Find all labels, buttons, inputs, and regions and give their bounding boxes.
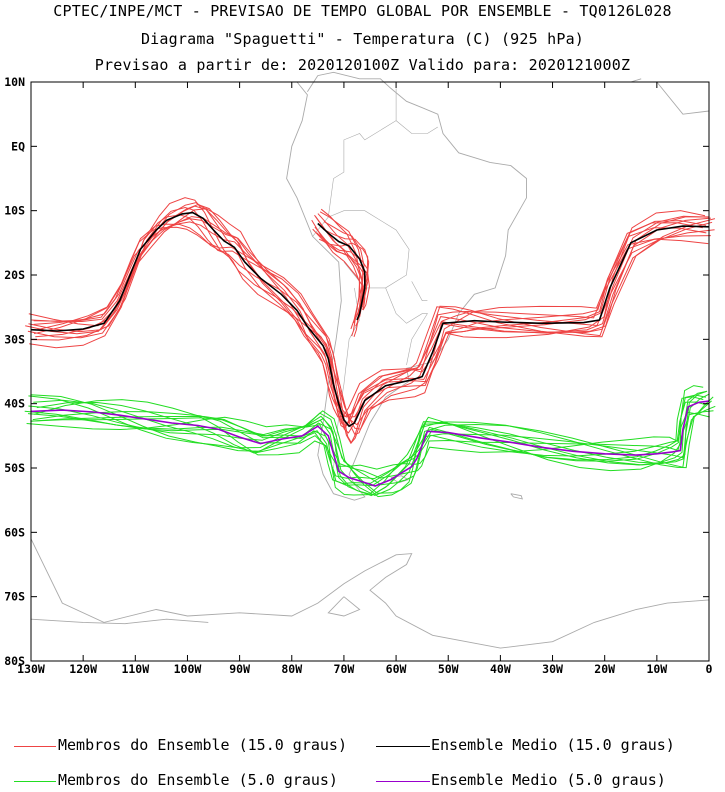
- coastline-2: [30, 618, 209, 625]
- x-tick-label: 110W: [121, 662, 149, 676]
- x-tick-label: 80W: [281, 662, 302, 676]
- ensemble-members: [24, 197, 716, 498]
- member-members15-7: [27, 202, 707, 418]
- y-tick-label: 20S: [4, 268, 25, 282]
- x-tick-label: 90W: [229, 662, 250, 676]
- member-members15-10: [314, 214, 361, 322]
- border-5: [395, 120, 438, 134]
- member-members15-11: [28, 205, 707, 418]
- coastline-6: [630, 78, 642, 83]
- member-members5-7: [32, 401, 708, 480]
- member-members5-2: [31, 396, 704, 485]
- x-tick-label: 0: [706, 662, 713, 676]
- x-tick-label: 100W: [174, 662, 202, 676]
- member-members15-4: [323, 221, 365, 330]
- coastline-0: [286, 71, 527, 501]
- y-tick-label: 70S: [4, 590, 25, 604]
- member-members15-11: [314, 226, 368, 311]
- x-tick-label: 120W: [69, 662, 97, 676]
- coastline-map: [30, 71, 710, 649]
- legend-label-mean15: Ensemble Medio (15.0 graus): [431, 736, 675, 754]
- y-tick-label: 80S: [4, 654, 25, 668]
- y-axis: 10N EQ 10S 20S 30S 40S 50S 60S 70S 80S: [4, 75, 709, 668]
- y-tick-label: 30S: [4, 332, 25, 346]
- member-members15-9: [33, 221, 713, 445]
- member-members5-1: [27, 390, 708, 496]
- y-tick-label: 10S: [4, 204, 25, 218]
- chart-subtitle: Diagrama "Spaguetti" - Temperatura (C) (…: [140, 30, 585, 48]
- y-tick-label: 10N: [4, 75, 25, 89]
- member-members15-4: [35, 214, 715, 436]
- legend-swatch-members15: [14, 746, 56, 747]
- legend-swatch-mean15: [376, 746, 430, 747]
- coastline-7: [327, 596, 361, 617]
- coastline-3: [390, 475, 410, 484]
- y-tick-label: 50S: [4, 461, 25, 475]
- x-axis: 130W 120W 110W 100W 90W 80W 70W 60W 50W 40W 30W 20W…: [17, 82, 713, 676]
- forecast-dates: Previsao a partir de: 2020120100Z Valido…: [94, 56, 631, 74]
- x-tick-label: 30W: [542, 662, 563, 676]
- x-tick-label: 20W: [594, 662, 615, 676]
- legend-swatch-members5: [14, 781, 56, 782]
- coastline-1: [30, 538, 710, 649]
- member-members15-6: [28, 208, 706, 418]
- plot-frame: [30, 81, 710, 662]
- y-tick-label: EQ: [11, 139, 25, 153]
- x-tick-label: 10W: [646, 662, 667, 676]
- border-4: [411, 281, 428, 302]
- chart-title: CPTEC/INPE/MCT - PREVISAO DE TEMPO GLOBA…: [53, 2, 672, 20]
- member-members15-7: [316, 232, 369, 312]
- border-3: [328, 88, 397, 218]
- x-tick-label: 60W: [386, 662, 407, 676]
- coastline-4: [510, 493, 523, 500]
- x-tick-label: 50W: [438, 662, 459, 676]
- legend-swatch-mean5: [376, 781, 430, 782]
- member-members5-0: [28, 395, 714, 498]
- coastline-5: [656, 81, 710, 115]
- series-mean15-1: [317, 222, 366, 321]
- y-tick-label: 60S: [4, 525, 25, 539]
- x-tick-label: 130W: [17, 662, 45, 676]
- x-tick-label: 70W: [334, 662, 355, 676]
- member-members15-3: [29, 197, 709, 426]
- member-members15-8: [30, 206, 711, 430]
- series-mean5-2: [30, 400, 710, 487]
- member-members5-4: [33, 399, 716, 486]
- y-tick-label: 40S: [4, 397, 25, 411]
- member-members5-11: [30, 394, 707, 487]
- member-members5-10: [24, 390, 707, 497]
- x-tick-label: 40W: [490, 662, 511, 676]
- legend-label-members5: Membros do Ensemble (5.0 graus): [58, 771, 338, 789]
- ensemble-means: [30, 211, 710, 487]
- member-members5-9: [30, 394, 712, 494]
- member-members5-3: [33, 399, 710, 470]
- legend-label-members15: Membros do Ensemble (15.0 graus): [58, 736, 347, 754]
- border-2: [385, 287, 428, 366]
- series-mean15-0: [30, 211, 710, 428]
- member-members5-5: [28, 393, 710, 496]
- border-0: [312, 210, 410, 289]
- legend-label-mean5: Ensemble Medio (5.0 graus): [431, 771, 666, 789]
- plot-border: [30, 81, 710, 662]
